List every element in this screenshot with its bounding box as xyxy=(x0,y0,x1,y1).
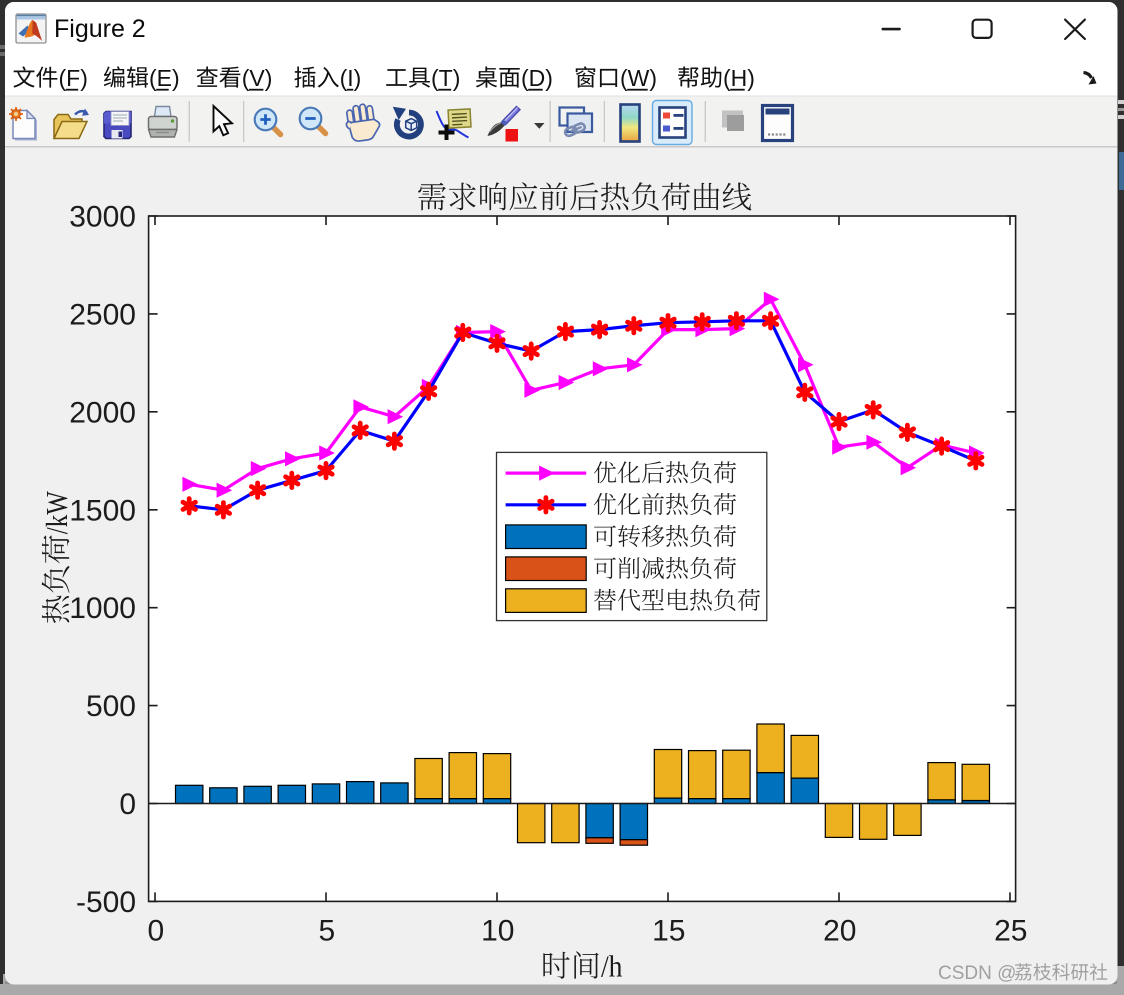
svg-text:3000: 3000 xyxy=(69,201,136,234)
svg-text:15: 15 xyxy=(652,915,685,948)
svg-text:(W): (W) xyxy=(620,65,657,91)
svg-text:/h: /h xyxy=(601,949,623,984)
svg-text:1500: 1500 xyxy=(69,494,136,527)
svg-text:(H): (H) xyxy=(723,65,755,91)
svg-text:500: 500 xyxy=(86,690,136,723)
svg-text:(F): (F) xyxy=(59,65,88,91)
svg-text:(D): (D) xyxy=(521,65,553,91)
svg-text:0: 0 xyxy=(119,788,136,821)
svg-text:2500: 2500 xyxy=(69,298,136,331)
svg-text:/kW: /kW xyxy=(39,491,74,535)
svg-text:5: 5 xyxy=(318,915,335,948)
svg-text:(V): (V) xyxy=(242,65,273,91)
svg-text:2000: 2000 xyxy=(69,396,136,429)
svg-text:0: 0 xyxy=(147,915,164,948)
svg-text:CSDN @: CSDN @ xyxy=(938,963,1016,984)
svg-text:Figure 2: Figure 2 xyxy=(54,15,146,43)
svg-text:(I): (I) xyxy=(340,65,362,91)
svg-text:-500: -500 xyxy=(76,886,136,919)
svg-text:(T): (T) xyxy=(431,65,460,91)
svg-text:1000: 1000 xyxy=(69,592,136,625)
svg-text:10: 10 xyxy=(481,915,514,948)
svg-text:25: 25 xyxy=(994,915,1027,948)
svg-text:20: 20 xyxy=(823,915,856,948)
svg-text:(E): (E) xyxy=(149,65,180,91)
